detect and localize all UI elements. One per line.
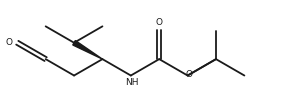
- Text: O: O: [156, 18, 163, 27]
- Polygon shape: [73, 41, 103, 59]
- Text: O: O: [5, 38, 12, 47]
- Text: NH: NH: [125, 77, 139, 87]
- Text: O: O: [185, 70, 192, 79]
